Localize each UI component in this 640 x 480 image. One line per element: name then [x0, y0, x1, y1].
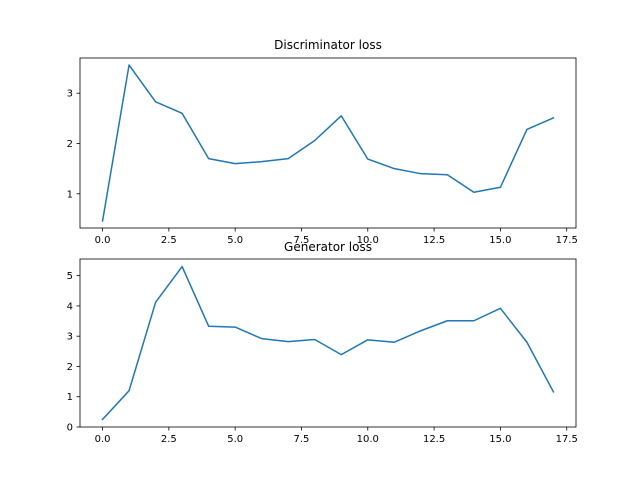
generator-loss-series-line	[101, 265, 555, 421]
discriminator-loss-title: Discriminator loss	[274, 38, 382, 52]
generator-loss-x-tick-label: 0.0	[95, 434, 111, 445]
discriminator-loss-marks: 0.0 2.5 5.0 7.5 10.0 12.5 15.0 17.5 1 2 3	[67, 64, 578, 246]
generator-loss-x-tick-label: 2.5	[161, 434, 177, 445]
generator-loss-y-tick-label: 2	[67, 362, 73, 373]
generator-loss-marks: 0.0 2.5 5.0 7.5 10.0 12.5 15.0 17.5 0 1 2 3 4 5	[67, 265, 578, 445]
discriminator-loss-axes-frame	[79, 57, 577, 229]
generator-loss-x-tick-label: 10.0	[357, 434, 379, 445]
generator-loss-y-tick-label: 5	[67, 271, 73, 282]
generator-loss-x-tick-label: 17.5	[556, 434, 578, 445]
discriminator-loss-x-tick-label: 2.5	[161, 235, 177, 246]
generator-loss-x-tick-label: 7.5	[294, 434, 310, 445]
discriminator-loss-x-tick-label: 10.0	[357, 235, 379, 246]
generator-loss-subplot: Generator loss 0.0 2.5 5.0 7.5 10.0 12.5 15.0 1…	[67, 240, 578, 445]
discriminator-loss-x-tick-label: 0.0	[95, 235, 111, 246]
generator-loss-x-tick-label: 5.0	[227, 434, 243, 445]
discriminator-loss-x-tick-label: 7.5	[294, 235, 310, 246]
discriminator-loss-y-tick-label: 1	[67, 189, 73, 200]
discriminator-loss-y-tick-label: 3	[67, 89, 73, 100]
generator-loss-y-tick-label: 0	[67, 423, 73, 434]
discriminator-loss-x-tick-label: 5.0	[227, 235, 243, 246]
generator-loss-y-tick-label: 3	[67, 332, 73, 343]
discriminator-loss-x-tick-label: 12.5	[423, 235, 445, 246]
generator-loss-x-tick-label: 12.5	[423, 434, 445, 445]
generator-loss-axes-frame	[79, 258, 577, 428]
generator-loss-x-tick-label: 15.0	[489, 434, 511, 445]
generator-loss-y-tick-label: 1	[67, 392, 73, 403]
generator-loss-y-tick-label: 4	[67, 301, 73, 312]
discriminator-loss-x-tick-label: 17.5	[556, 235, 578, 246]
discriminator-loss-subplot: Discriminator loss 0.0 2.5 5.0 7.5 10.0 12.5 1…	[67, 38, 578, 246]
discriminator-loss-series-line	[101, 64, 555, 222]
generator-loss-title: Generator loss	[284, 240, 372, 254]
discriminator-loss-x-tick-label: 15.0	[489, 235, 511, 246]
discriminator-loss-y-tick-label: 2	[67, 139, 73, 150]
